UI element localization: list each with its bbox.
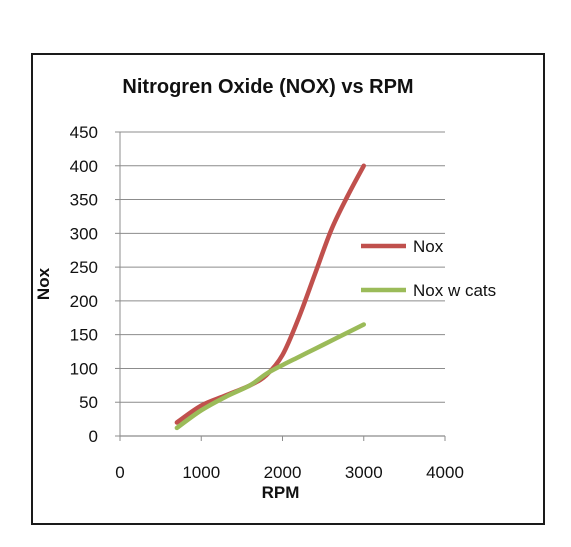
y-tick-label: 400 <box>70 157 98 176</box>
y-tick-label: 450 <box>70 123 98 142</box>
series-lines <box>174 163 366 431</box>
x-axis-title: RPM <box>262 483 300 502</box>
series-line-nox-w-cats <box>174 322 366 431</box>
y-tick-labels: 0 50 100 150 200 250 300 350 400 450 <box>70 123 98 446</box>
x-tick-label: 1000 <box>182 463 220 482</box>
x-tick-label: 4000 <box>426 463 464 482</box>
y-tick-label: 200 <box>70 292 98 311</box>
legend-label-nox-w-cats: Nox w cats <box>413 281 496 300</box>
x-tick-label: 2000 <box>264 463 302 482</box>
y-tick-label: 250 <box>70 258 98 277</box>
chart-title: Nitrogren Oxide (NOX) vs RPM <box>122 76 413 98</box>
y-tick-label: 300 <box>70 224 98 243</box>
y-axis-title: Nox <box>34 267 53 300</box>
legend: Nox Nox w cats <box>361 237 496 300</box>
gridlines <box>120 131 445 403</box>
axes <box>115 131 446 441</box>
legend-label-nox: Nox <box>413 237 444 256</box>
y-tick-label: 0 <box>89 427 98 446</box>
y-tick-label: 150 <box>70 326 98 345</box>
y-tick-label: 50 <box>79 393 98 412</box>
y-tick-label: 350 <box>70 191 98 210</box>
x-tick-label: 0 <box>115 463 124 482</box>
y-tick-label: 100 <box>70 359 98 378</box>
x-tick-labels: 0 1000 2000 3000 4000 <box>115 463 464 482</box>
x-tick-label: 3000 <box>345 463 383 482</box>
series-line-nox <box>174 163 366 425</box>
